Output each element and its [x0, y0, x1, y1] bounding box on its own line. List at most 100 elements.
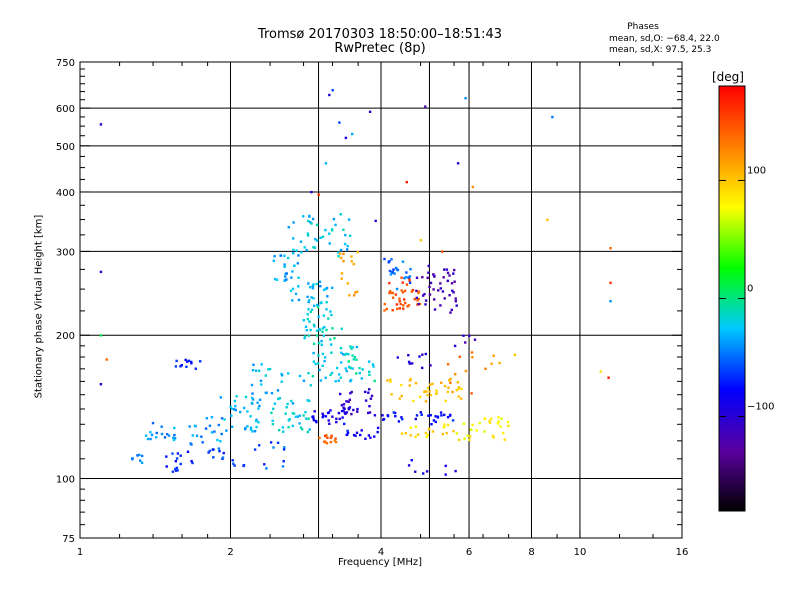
data-point — [244, 395, 248, 399]
data-point — [403, 298, 406, 301]
data-point — [300, 251, 303, 254]
data-point — [446, 390, 449, 394]
data-point — [454, 373, 457, 376]
data-point — [400, 416, 403, 419]
data-point — [497, 420, 501, 423]
data-point — [483, 430, 486, 433]
data-point — [171, 452, 174, 455]
data-point — [393, 272, 396, 275]
data-point — [412, 399, 415, 403]
data-point — [140, 461, 144, 464]
data-point — [440, 414, 443, 417]
data-point — [343, 242, 347, 246]
data-point — [324, 376, 327, 379]
data-point — [390, 291, 394, 294]
data-point — [258, 369, 261, 372]
data-point — [339, 248, 343, 252]
data-point — [296, 262, 299, 265]
data-point — [429, 364, 432, 367]
data-point — [313, 304, 316, 307]
data-point — [428, 293, 432, 296]
data-point — [327, 419, 330, 422]
data-point — [342, 228, 345, 231]
data-point — [361, 368, 364, 371]
data-point — [439, 287, 442, 290]
data-point — [373, 435, 376, 438]
data-point — [433, 274, 436, 277]
data-point — [433, 298, 436, 301]
data-point — [338, 417, 341, 421]
data-point — [335, 417, 338, 420]
data-point — [422, 472, 425, 475]
data-point — [407, 464, 411, 467]
data-point — [309, 328, 312, 332]
data-point — [318, 368, 321, 372]
data-point — [349, 392, 352, 395]
y-tick-label: 500 — [56, 142, 75, 153]
data-point — [409, 434, 412, 437]
data-point — [407, 276, 410, 279]
data-point — [175, 466, 179, 470]
data-point — [344, 136, 348, 140]
data-point — [492, 354, 495, 357]
data-point — [264, 374, 267, 377]
data-point — [427, 271, 430, 274]
data-point — [99, 270, 103, 274]
data-point — [308, 299, 311, 302]
data-point — [312, 417, 315, 420]
data-point — [306, 399, 309, 402]
x-tick-label: 1 — [77, 547, 83, 558]
data-point — [435, 392, 438, 395]
data-point — [309, 221, 312, 224]
data-point — [389, 380, 392, 383]
data-point — [329, 373, 332, 377]
data-point — [404, 276, 408, 279]
data-point — [355, 372, 358, 375]
data-point — [268, 367, 272, 371]
data-point — [352, 358, 355, 361]
data-point — [231, 425, 234, 428]
data-point — [368, 373, 371, 376]
data-point — [374, 219, 377, 223]
data-point — [253, 448, 257, 451]
data-point — [443, 426, 446, 429]
data-point — [483, 417, 486, 420]
data-point — [306, 317, 309, 321]
data-point — [457, 438, 461, 442]
data-point — [283, 265, 286, 268]
data-point — [435, 389, 438, 392]
chart-subtitle: RwPretec (8p) — [334, 41, 426, 56]
data-point — [302, 319, 305, 322]
data-point — [443, 268, 446, 271]
data-point — [281, 465, 285, 468]
colorbar-tick-label: 0 — [747, 284, 753, 295]
data-point — [609, 300, 612, 303]
data-point — [180, 364, 183, 367]
x-tick-label: 10 — [574, 547, 587, 558]
data-point — [284, 275, 287, 278]
data-point — [325, 301, 328, 304]
data-point — [280, 374, 284, 377]
data-point — [506, 420, 510, 424]
data-point — [325, 434, 328, 437]
data-point — [343, 411, 347, 414]
data-point — [306, 234, 310, 237]
data-point — [347, 360, 350, 363]
data-point — [475, 429, 478, 432]
data-point — [408, 384, 411, 387]
data-point — [306, 430, 309, 434]
data-point — [499, 425, 502, 428]
data-point — [328, 242, 331, 245]
data-point — [283, 446, 286, 449]
data-point — [471, 423, 474, 427]
data-point — [427, 414, 430, 417]
data-point — [386, 379, 389, 382]
data-point — [174, 467, 177, 471]
data-point — [343, 407, 346, 410]
data-point — [171, 470, 175, 473]
data-point — [353, 294, 356, 297]
data-point — [456, 162, 460, 165]
data-point — [303, 335, 307, 338]
data-point — [277, 397, 280, 401]
data-point — [312, 297, 315, 300]
